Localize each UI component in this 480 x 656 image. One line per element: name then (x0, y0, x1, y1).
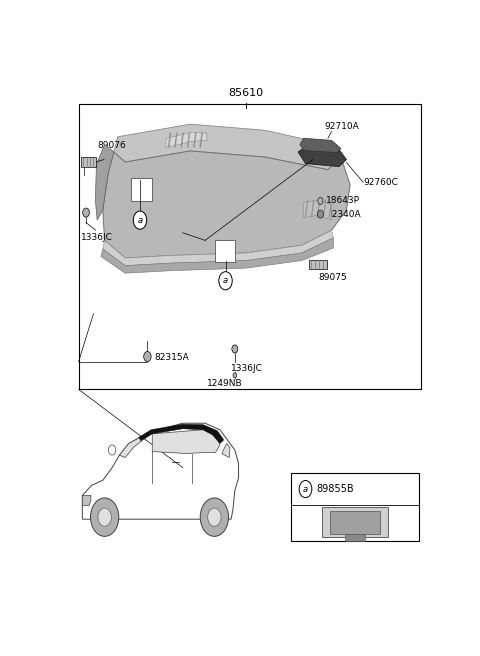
Circle shape (317, 210, 324, 218)
Text: 92710A: 92710A (324, 122, 359, 131)
Polygon shape (96, 144, 114, 220)
Text: a: a (223, 276, 228, 285)
Polygon shape (298, 144, 347, 167)
Circle shape (108, 445, 116, 455)
FancyBboxPatch shape (132, 178, 152, 201)
FancyBboxPatch shape (79, 104, 421, 390)
Polygon shape (83, 423, 239, 519)
Polygon shape (166, 133, 207, 148)
Text: 1249NB: 1249NB (207, 379, 242, 388)
Text: 89075: 89075 (319, 273, 348, 282)
Polygon shape (114, 124, 341, 170)
Circle shape (318, 197, 323, 205)
Polygon shape (83, 495, 91, 506)
Circle shape (208, 508, 221, 526)
Circle shape (144, 352, 151, 361)
Polygon shape (222, 443, 230, 458)
Text: 92340A: 92340A (326, 210, 360, 218)
FancyBboxPatch shape (330, 511, 380, 533)
FancyBboxPatch shape (322, 507, 388, 537)
Polygon shape (103, 151, 350, 258)
Circle shape (232, 345, 238, 353)
Circle shape (91, 498, 119, 537)
Circle shape (200, 498, 228, 537)
FancyBboxPatch shape (290, 473, 419, 541)
Text: a: a (303, 485, 308, 493)
Text: 92760C: 92760C (363, 178, 398, 187)
Text: 1336JC: 1336JC (81, 233, 112, 242)
Circle shape (219, 272, 232, 290)
Text: 1336JC: 1336JC (231, 364, 263, 373)
Polygon shape (139, 424, 224, 443)
FancyBboxPatch shape (309, 260, 327, 269)
Text: 18643P: 18643P (326, 196, 360, 205)
Polygon shape (152, 430, 220, 453)
Circle shape (233, 373, 237, 378)
Text: 89855B: 89855B (317, 484, 354, 494)
Text: 82315A: 82315A (155, 353, 190, 362)
Circle shape (133, 211, 147, 229)
Circle shape (98, 508, 111, 526)
Circle shape (83, 208, 89, 217)
Text: 85610: 85610 (228, 88, 264, 98)
FancyBboxPatch shape (81, 157, 96, 167)
Polygon shape (103, 230, 334, 266)
Polygon shape (120, 438, 142, 458)
Polygon shape (300, 138, 341, 152)
Polygon shape (304, 200, 332, 220)
FancyBboxPatch shape (345, 534, 365, 541)
Text: a: a (137, 216, 143, 224)
FancyBboxPatch shape (215, 240, 235, 262)
Polygon shape (101, 238, 334, 273)
Circle shape (299, 480, 312, 498)
Text: 89076: 89076 (97, 142, 126, 150)
